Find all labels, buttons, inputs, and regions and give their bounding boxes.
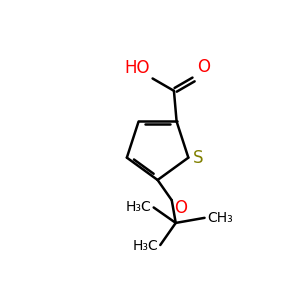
Text: O: O [198,58,211,76]
Text: H₃C: H₃C [132,239,158,253]
Text: CH₃: CH₃ [207,211,232,225]
Text: HO: HO [125,59,150,77]
Text: S: S [193,148,203,166]
Text: H₃C: H₃C [126,200,152,214]
Text: O: O [174,199,187,217]
